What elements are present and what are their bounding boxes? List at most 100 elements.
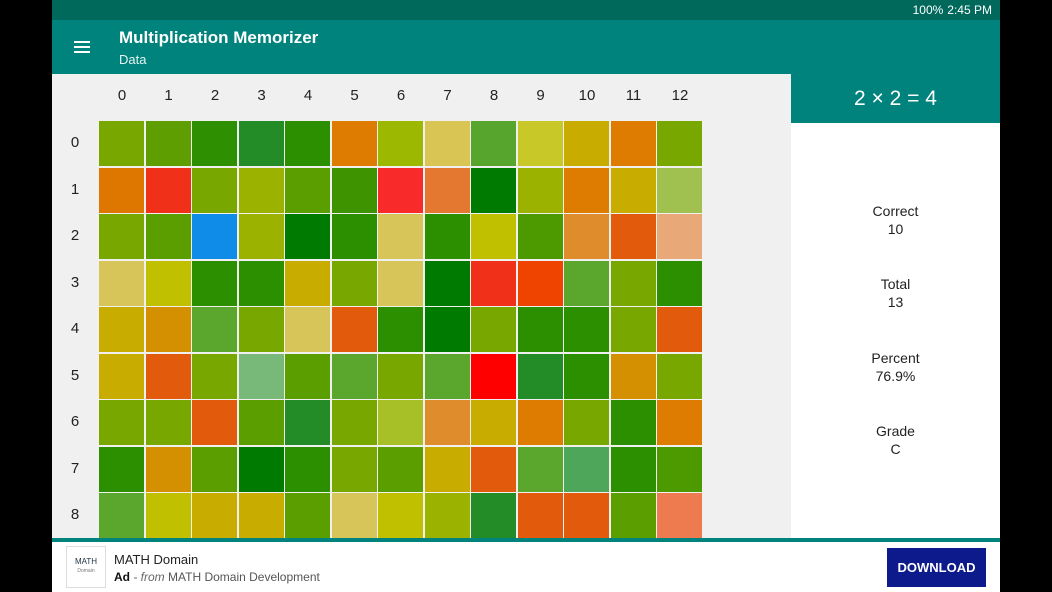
grid-cell-7x9[interactable] bbox=[517, 446, 563, 492]
grid-cell-3x6[interactable] bbox=[378, 260, 423, 306]
grid-cell-1x1[interactable] bbox=[145, 167, 191, 213]
grid-cell-6x4[interactable] bbox=[285, 400, 330, 445]
grid-cell-0x5[interactable] bbox=[331, 121, 377, 166]
grid-cell-5x3[interactable] bbox=[238, 353, 284, 399]
grid-cell-2x4[interactable] bbox=[285, 214, 330, 259]
grid-cell-8x7[interactable] bbox=[424, 493, 470, 538]
grid-cell-5x0[interactable] bbox=[99, 353, 144, 399]
grid-cell-5x6[interactable] bbox=[378, 353, 423, 399]
grid-cell-7x8[interactable] bbox=[471, 446, 516, 492]
grid-cell-2x0[interactable] bbox=[99, 214, 144, 259]
ad-banner[interactable]: MATH Domain MATH Domain Ad - from MATH D… bbox=[52, 542, 1000, 592]
grid-cell-4x7[interactable] bbox=[424, 307, 470, 352]
grid-cell-0x1[interactable] bbox=[145, 121, 191, 166]
grid-cell-0x11[interactable] bbox=[610, 121, 656, 166]
grid-cell-4x1[interactable] bbox=[145, 307, 191, 352]
grid-cell-0x3[interactable] bbox=[238, 121, 284, 166]
grid-cell-6x11[interactable] bbox=[610, 400, 656, 445]
grid-cell-5x4[interactable] bbox=[285, 353, 330, 399]
grid-cell-1x9[interactable] bbox=[517, 167, 563, 213]
grid-cell-0x12[interactable] bbox=[657, 121, 702, 166]
grid-cell-8x10[interactable] bbox=[564, 493, 609, 538]
grid-cell-2x10[interactable] bbox=[564, 214, 609, 259]
grid-cell-1x0[interactable] bbox=[99, 167, 144, 213]
grid-cell-2x3[interactable] bbox=[238, 214, 284, 259]
grid-cell-6x10[interactable] bbox=[564, 400, 609, 445]
grid-cell-6x6[interactable] bbox=[378, 400, 423, 445]
grid-cell-7x11[interactable] bbox=[610, 446, 656, 492]
grid-cell-6x1[interactable] bbox=[145, 400, 191, 445]
grid-cell-4x6[interactable] bbox=[378, 307, 423, 352]
grid-cell-8x12[interactable] bbox=[657, 493, 702, 538]
grid-cell-5x10[interactable] bbox=[564, 353, 609, 399]
grid-cell-1x7[interactable] bbox=[424, 167, 470, 213]
grid-cell-4x3[interactable] bbox=[238, 307, 284, 352]
grid-cell-2x1[interactable] bbox=[145, 214, 191, 259]
grid-cell-1x3[interactable] bbox=[238, 167, 284, 213]
grid-cell-8x2[interactable] bbox=[192, 493, 237, 538]
grid-cell-1x5[interactable] bbox=[331, 167, 377, 213]
grid-cell-4x10[interactable] bbox=[564, 307, 609, 352]
grid-cell-6x9[interactable] bbox=[517, 400, 563, 445]
grid-cell-3x9[interactable] bbox=[517, 260, 563, 306]
grid-cell-8x5[interactable] bbox=[331, 493, 377, 538]
grid-cell-3x1[interactable] bbox=[145, 260, 191, 306]
grid-cell-6x2[interactable] bbox=[192, 400, 237, 445]
grid-cell-1x11[interactable] bbox=[610, 167, 656, 213]
grid-cell-1x2[interactable] bbox=[192, 167, 237, 213]
grid-cell-8x9[interactable] bbox=[517, 493, 563, 538]
grid-cell-3x11[interactable] bbox=[610, 260, 656, 306]
grid-cell-3x10[interactable] bbox=[564, 260, 609, 306]
grid-cell-6x7[interactable] bbox=[424, 400, 470, 445]
grid-cell-4x2[interactable] bbox=[192, 307, 237, 352]
grid-cell-7x5[interactable] bbox=[331, 446, 377, 492]
grid-cell-2x2[interactable] bbox=[192, 214, 237, 259]
grid-cell-3x0[interactable] bbox=[99, 260, 144, 306]
grid-cell-5x2[interactable] bbox=[192, 353, 237, 399]
grid-cell-2x8[interactable] bbox=[471, 214, 516, 259]
grid-cell-1x6[interactable] bbox=[378, 167, 423, 213]
grid-cell-0x9[interactable] bbox=[517, 121, 563, 166]
grid-cell-5x11[interactable] bbox=[610, 353, 656, 399]
grid-cell-6x8[interactable] bbox=[471, 400, 516, 445]
grid-cell-2x12[interactable] bbox=[657, 214, 702, 259]
grid-cell-7x3[interactable] bbox=[238, 446, 284, 492]
grid-cell-3x2[interactable] bbox=[192, 260, 237, 306]
grid-cell-4x9[interactable] bbox=[517, 307, 563, 352]
grid-cell-0x7[interactable] bbox=[424, 121, 470, 166]
grid-cell-2x5[interactable] bbox=[331, 214, 377, 259]
grid-cell-7x6[interactable] bbox=[378, 446, 423, 492]
grid-cell-0x0[interactable] bbox=[99, 121, 144, 166]
grid-cell-3x3[interactable] bbox=[238, 260, 284, 306]
grid-cell-3x7[interactable] bbox=[424, 260, 470, 306]
grid-cell-4x4[interactable] bbox=[285, 307, 330, 352]
grid-cell-0x4[interactable] bbox=[285, 121, 330, 166]
grid-cell-5x8[interactable] bbox=[471, 353, 516, 399]
grid-cell-5x5[interactable] bbox=[331, 353, 377, 399]
grid-cell-8x1[interactable] bbox=[145, 493, 191, 538]
grid-cell-5x7[interactable] bbox=[424, 353, 470, 399]
grid-cell-8x11[interactable] bbox=[610, 493, 656, 538]
menu-button[interactable] bbox=[68, 34, 96, 60]
grid-cell-8x3[interactable] bbox=[238, 493, 284, 538]
grid-cell-4x8[interactable] bbox=[471, 307, 516, 352]
download-button[interactable]: DOWNLOAD bbox=[887, 548, 986, 587]
grid-cell-3x12[interactable] bbox=[657, 260, 702, 306]
grid-cell-7x0[interactable] bbox=[99, 446, 144, 492]
grid-cell-5x9[interactable] bbox=[517, 353, 563, 399]
grid-cell-2x11[interactable] bbox=[610, 214, 656, 259]
grid-cell-4x5[interactable] bbox=[331, 307, 377, 352]
grid-cell-7x10[interactable] bbox=[564, 446, 609, 492]
grid-cell-1x8[interactable] bbox=[471, 167, 516, 213]
grid-cell-7x7[interactable] bbox=[424, 446, 470, 492]
grid-cell-3x5[interactable] bbox=[331, 260, 377, 306]
grid-cell-8x4[interactable] bbox=[285, 493, 330, 538]
grid-cell-4x12[interactable] bbox=[657, 307, 702, 352]
grid-cell-2x6[interactable] bbox=[378, 214, 423, 259]
grid-cell-5x1[interactable] bbox=[145, 353, 191, 399]
grid-cell-4x11[interactable] bbox=[610, 307, 656, 352]
grid-cell-8x6[interactable] bbox=[378, 493, 423, 538]
grid-cell-0x10[interactable] bbox=[564, 121, 609, 166]
grid-cell-6x0[interactable] bbox=[99, 400, 144, 445]
grid-cell-8x0[interactable] bbox=[99, 493, 144, 538]
